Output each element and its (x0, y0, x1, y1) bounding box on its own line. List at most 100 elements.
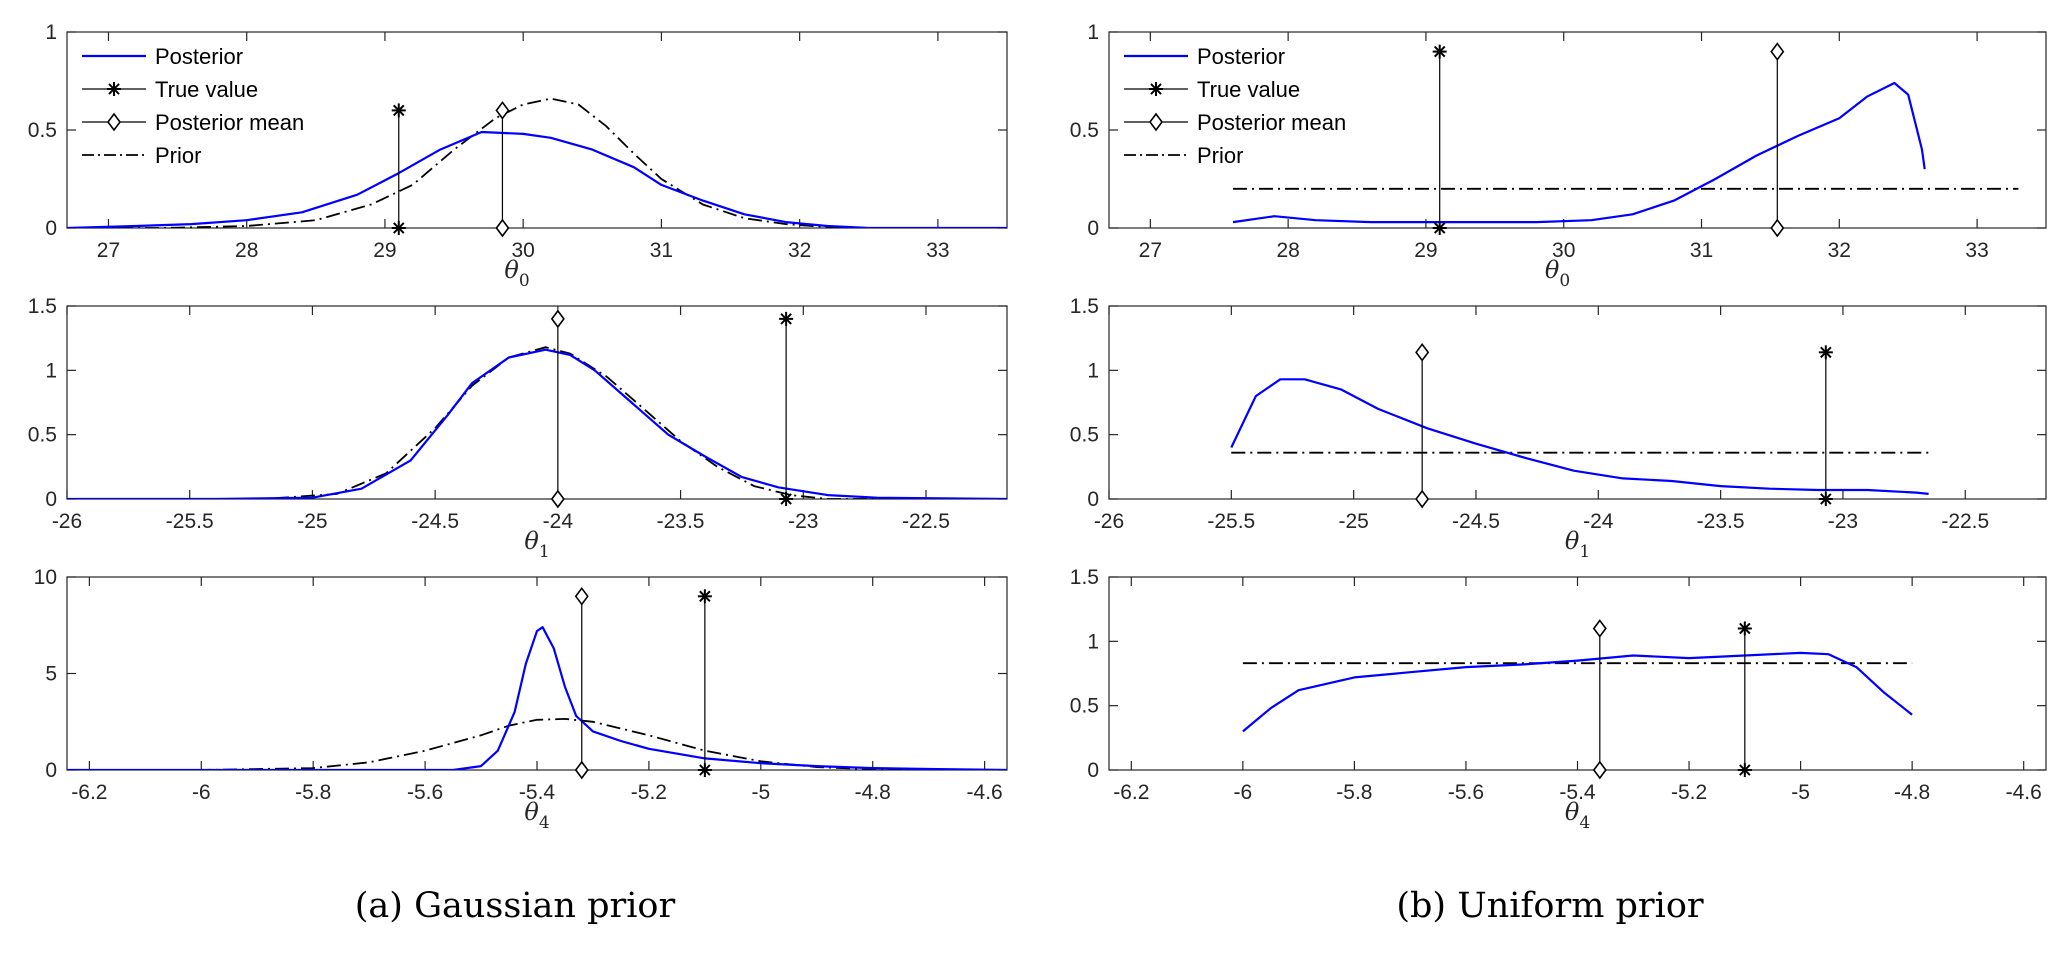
x-tick-label: 30 (511, 239, 534, 262)
legend-star-marker (107, 82, 121, 96)
y-tick-label: 1 (45, 359, 57, 382)
true-value-marker-top (1432, 44, 1447, 59)
x-tick-label: -5.4 (1559, 781, 1596, 804)
x-tick-label: -24 (543, 510, 574, 533)
y-tick-label: 0.5 (28, 119, 57, 142)
true-value-marker-top (697, 589, 712, 604)
y-tick-label: 0.5 (28, 424, 57, 447)
caption-gaussian-prior: (a) Gaussian prior (355, 886, 676, 926)
legend-diamond-marker (107, 112, 121, 132)
axes-box (66, 576, 1008, 771)
posterior-mean-marker-bottom (550, 489, 565, 509)
panel-a2: -26 -25.5 -25 -24.5 -24 -23.5 -23 -22.5 0 0.5 1 1.5… (28, 295, 1008, 562)
x-tick-label: -4.8 (855, 781, 891, 804)
legend-true-value: True value (1197, 77, 1300, 102)
true-value-marker-bottom (1818, 492, 1833, 506)
y-tick-label: 1.5 (1070, 566, 1099, 589)
y-tick-label: 10 (34, 566, 57, 589)
true-value-marker-top (391, 103, 406, 118)
x-axis-label: θ4 (1565, 798, 1590, 833)
star-stroke (1820, 493, 1832, 505)
plot-area (1230, 378, 1929, 495)
y-tick-label: 1 (1087, 21, 1099, 44)
x-tick-label: 32 (1828, 239, 1851, 262)
axes-box (66, 31, 1008, 229)
plot-area (1242, 651, 1913, 733)
x-axis-label-symbol: θ (524, 798, 539, 826)
x-axis-label: θ4 (524, 798, 549, 833)
x-tick-label: -5 (751, 781, 770, 804)
true-value-marker-bottom (697, 763, 712, 777)
caption-uniform-prior: (b) Uniform prior (1396, 886, 1704, 926)
star-stroke (780, 493, 792, 505)
y-tick-label: 1.5 (28, 295, 57, 318)
x-axis-label: θ0 (504, 256, 529, 291)
axes-box (1108, 305, 2047, 500)
x-tick-label: 28 (1276, 239, 1299, 262)
y-tick-label: 0.5 (1070, 695, 1099, 718)
posterior-mean-marker-bottom (574, 760, 589, 780)
x-tick-label: -24.5 (1452, 510, 1500, 533)
x-tick-label: 31 (1690, 239, 1713, 262)
x-tick-label: 33 (926, 239, 949, 262)
x-axis-label: θ1 (524, 527, 549, 562)
true-value-marker-bottom (1737, 763, 1752, 777)
y-tick-label: 0 (1087, 759, 1099, 782)
x-tick-label: -25.5 (1207, 510, 1255, 533)
y-tick-label: 0 (1087, 488, 1099, 511)
x-tick-label: -5.8 (1336, 781, 1372, 804)
panel-a3: -6.2 -6 -5.8 -5.6 -5.4 -5.2 -5 -4.8 -4.6 0 5 10 θ4 (34, 566, 1008, 833)
x-axis-label-symbol: θ (1545, 256, 1560, 284)
star-stroke (108, 83, 120, 95)
plot-area (67, 346, 1007, 499)
posterior-mean-marker-bottom (1770, 218, 1785, 238)
star-stroke (699, 590, 711, 603)
x-tick-label: -25 (297, 510, 327, 533)
star-stroke (1433, 45, 1446, 58)
posterior-mean-marker-top (574, 586, 589, 606)
star-stroke (1433, 222, 1446, 234)
x-tick-label: 29 (1414, 239, 1437, 262)
x-tick-label: 33 (1965, 239, 1988, 262)
x-tick-label: 28 (235, 239, 258, 262)
x-tick-label: 29 (373, 239, 396, 262)
posterior-line (67, 348, 1007, 499)
star-stroke (1150, 83, 1162, 95)
x-axis-label: θ0 (1545, 256, 1570, 291)
x-tick-label: -5.6 (1448, 781, 1484, 804)
x-tick-label: -5.2 (1671, 781, 1707, 804)
x-tick-label: -23 (1828, 510, 1858, 533)
x-axis-label-symbol: θ (1565, 798, 1580, 826)
x-tick-label: 27 (97, 239, 120, 262)
panel-b3: -6.2 -6 -5.8 -5.6 -5.4 -5.2 -5 -4.8 -4.6 0 0.5 1 1.5… (1070, 566, 2047, 833)
y-tick-label: 1 (1087, 630, 1099, 653)
x-axis-label-symbol: θ (524, 527, 539, 555)
x-tick-label: -23.5 (1697, 510, 1745, 533)
plot-area (1232, 81, 2019, 224)
y-tick-label: 0.5 (1070, 119, 1099, 142)
plot-area (67, 97, 1007, 228)
x-tick-label: -6 (1234, 781, 1253, 804)
x-tick-label: -5 (1791, 781, 1810, 804)
x-tick-label: 32 (788, 239, 811, 262)
x-tick-label: -6.2 (1113, 781, 1149, 804)
x-tick-label: -24 (1583, 510, 1614, 533)
true-value-marker-top (1737, 621, 1752, 636)
legend-prior: Prior (155, 143, 201, 168)
x-tick-label: -26 (1094, 510, 1124, 533)
posterior-mean-marker-bottom (1592, 760, 1607, 780)
star-stroke (393, 222, 405, 234)
x-tick-label: -25 (1338, 510, 1368, 533)
plot-area (67, 626, 1007, 770)
star-stroke (1739, 622, 1751, 635)
y-tick-label: 1.5 (1070, 295, 1099, 318)
legend: Posterior True value Posterior mean Prior (1124, 44, 1346, 168)
x-tick-label: -5.4 (519, 781, 556, 804)
x-tick-label: -22.5 (902, 510, 950, 533)
posterior-line (1242, 651, 1913, 733)
legend-prior: Prior (1197, 143, 1243, 168)
x-axis-label-symbol: θ (504, 256, 519, 284)
x-tick-label: -26 (52, 510, 82, 533)
